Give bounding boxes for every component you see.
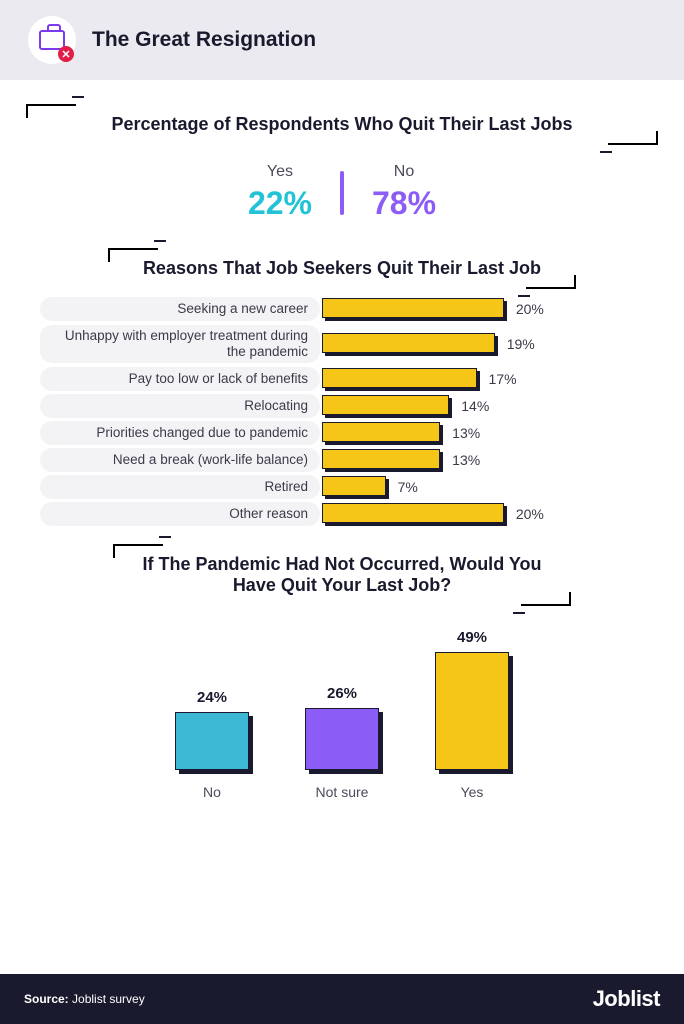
yes-col: Yes 22% (248, 163, 312, 222)
hbar-value: 14% (461, 398, 489, 414)
footer-source: Source: Joblist survey (24, 992, 145, 1006)
vbar-col: 26% Not sure (305, 685, 379, 800)
hbar-bar (322, 503, 504, 523)
section3-title-wrap: If The Pandemic Had Not Occurred, Would … (127, 554, 557, 596)
yes-label: Yes (248, 163, 312, 181)
hbar-bar (322, 476, 386, 496)
footer-logo: Joblist (593, 986, 660, 1012)
source-label: Source: (24, 992, 69, 1006)
no-col: No 78% (372, 163, 436, 222)
hbar-label: Priorities changed due to pandemic (40, 421, 320, 445)
hbar-value: 13% (452, 452, 480, 468)
hbar-row: Other reason 20% (40, 502, 644, 526)
hbar-value: 13% (452, 425, 480, 441)
vbar-label: No (203, 784, 221, 800)
quit-yes-no: Yes 22% No 78% (40, 163, 644, 222)
hbar-label: Need a break (work-life balance) (40, 448, 320, 472)
hbar-bar (322, 449, 440, 469)
hbar-label: Relocating (40, 394, 320, 418)
section3-title: If The Pandemic Had Not Occurred, Would … (132, 554, 552, 596)
section2-title-wrap: Reasons That Job Seekers Quit Their Last… (122, 258, 562, 279)
hbar-bar (322, 422, 440, 442)
hbar-row: Seeking a new career 20% (40, 297, 644, 321)
vbar-label: Not sure (316, 784, 369, 800)
vbar-bar (435, 652, 509, 770)
source-value: Joblist survey (72, 992, 145, 1006)
content: Percentage of Respondents Who Quit Their… (0, 80, 684, 974)
hbar-value: 17% (489, 371, 517, 387)
hbar-label: Unhappy with employer treatment during t… (40, 325, 320, 363)
section2-title: Reasons That Job Seekers Quit Their Last… (122, 258, 562, 279)
hbar-label: Pay too low or lack of benefits (40, 367, 320, 391)
yes-value: 22% (248, 185, 312, 222)
reasons-bars: Seeking a new career 20% Unhappy with empl… (40, 297, 644, 526)
briefcase-x-icon: ✕ (28, 16, 76, 64)
vbar-bar (175, 712, 249, 770)
hbar-value: 20% (516, 301, 544, 317)
hbar-value: 7% (398, 479, 418, 495)
vbar-value: 24% (197, 689, 227, 706)
hbar-row: Unhappy with employer treatment during t… (40, 324, 644, 364)
vbar-bar (305, 708, 379, 770)
section1-title: Percentage of Respondents Who Quit Their… (40, 114, 644, 135)
header: ✕ The Great Resignation (0, 0, 684, 80)
pandemic-bars: 24% No 26% Not sure 49% Yes (40, 630, 644, 800)
hbar-value: 19% (507, 336, 535, 352)
hbar-label: Other reason (40, 502, 320, 526)
section1-title-wrap: Percentage of Respondents Who Quit Their… (40, 114, 644, 135)
hbar-row: Relocating 14% (40, 394, 644, 418)
hbar-bar (322, 333, 495, 353)
hbar-bar (322, 298, 504, 318)
hbar-label: Seeking a new career (40, 297, 320, 321)
vbar-value: 26% (327, 685, 357, 702)
footer: Source: Joblist survey Joblist (0, 974, 684, 1024)
header-title: The Great Resignation (92, 28, 316, 52)
vbar-label: Yes (461, 784, 484, 800)
hbar-row: Retired 7% (40, 475, 644, 499)
hbar-bar (322, 368, 477, 388)
hbar-label: Retired (40, 475, 320, 499)
vbar-col: 49% Yes (435, 629, 509, 800)
hbar-bar (322, 395, 449, 415)
hbar-row: Need a break (work-life balance) 13% (40, 448, 644, 472)
divider (340, 171, 344, 215)
vbar-value: 49% (457, 629, 487, 646)
no-label: No (372, 163, 436, 181)
no-value: 78% (372, 185, 436, 222)
hbar-value: 20% (516, 506, 544, 522)
hbar-row: Priorities changed due to pandemic 13% (40, 421, 644, 445)
vbar-col: 24% No (175, 689, 249, 800)
hbar-row: Pay too low or lack of benefits 17% (40, 367, 644, 391)
